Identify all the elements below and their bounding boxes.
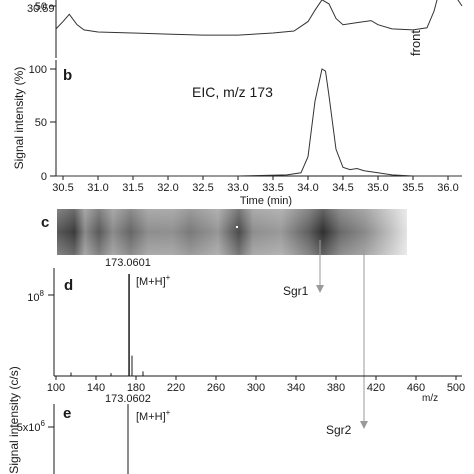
panel-d-xtick-label: 460 (407, 382, 425, 394)
panel-b-xtick-label: 30.5 (52, 182, 73, 194)
panel-d: 108 d 173.0601 [M+H]+ 100 140 180 220 260 300… (27, 257, 465, 404)
panel-b-x-ticks: 30.5 31.0 31.5 32.0 32.5 33.0 33.5 34.0 34.5 35.0… (52, 176, 459, 194)
panel-b-xtick-label: 35.0 (367, 182, 388, 194)
panel-b-xtick-label: 31.5 (122, 182, 143, 194)
panel-b: 100 50 0 b EIC, m/z 173 30.5 31.0 31.5 32.0… (29, 60, 462, 207)
panel-e-ion-label: [M+H]+ (136, 408, 171, 423)
panel-e-ytick-label: 5x106 (17, 419, 46, 434)
panel-b-ytick-label-50: 50 (35, 117, 47, 129)
panel-d-ytick-label: 108 (27, 289, 44, 304)
panel-c-letter: c (41, 214, 49, 231)
sgr1-label: Sgr1 (283, 284, 309, 298)
panel-d-x-ticks: 100 140 180 220 260 300 340 380 420 460 500 (47, 376, 465, 394)
panel-d-xtick-label: 100 (47, 382, 65, 394)
panel-d-xtick-label: 300 (247, 382, 265, 394)
panel-c: c (41, 209, 407, 255)
panel-a-trace (55, 0, 463, 36)
panel-d-xtick-label: 140 (87, 382, 105, 394)
gel-speck (236, 226, 238, 228)
panel-b-title: EIC, m/z 173 (192, 84, 273, 100)
panel-a: 50 30.59 front (27, 0, 463, 58)
panel-b-ytick-label-100: 100 (29, 64, 47, 76)
panel-b-xtick-label: 34.5 (332, 182, 353, 194)
panel-d-xtick-label: 260 (207, 382, 225, 394)
panel-d-letter: d (64, 277, 73, 294)
panel-d-xtick-label: 380 (327, 382, 345, 394)
panel-b-xtick-label: 31.0 (87, 182, 108, 194)
panel-d-xtick-label: 500 (447, 382, 465, 394)
sgr1-arrowhead (316, 285, 324, 293)
panel-d-peak-label: 173.0601 (105, 257, 151, 269)
ylabel-ms: Signal intensity (c/s) (7, 366, 21, 473)
panel-d-xtick-label: 180 (127, 382, 145, 394)
callouts: Sgr1 Sgr2 (283, 240, 368, 437)
panel-d-ion-label: [M+H]+ (136, 273, 171, 288)
panel-e-peak-label: 173.0602 (105, 393, 151, 405)
panel-d-xlabel: m/z (422, 393, 438, 404)
panel-b-xtick-label: 33.5 (262, 182, 283, 194)
panel-a-peak-label: 30.59 (27, 3, 55, 15)
panel-d-bars (70, 274, 144, 376)
panel-b-letter: b (63, 67, 72, 84)
panel-b-xtick-label: 32.0 (157, 182, 178, 194)
panel-b-ytick-label-0: 0 (41, 171, 47, 183)
panel-b-xtick-label: 32.5 (192, 182, 213, 194)
panel-a-front-label: front (408, 30, 423, 56)
sgr2-arrowhead (360, 421, 368, 429)
panel-a-ytick-label: 50 (35, 1, 47, 13)
panel-b-xtick-label: 34.0 (297, 182, 318, 194)
gel-image-shading (57, 209, 407, 255)
sgr2-label: Sgr2 (326, 423, 352, 437)
panel-e-letter: e (63, 405, 71, 422)
panel-b-xtick-label: 36.0 (437, 182, 458, 194)
panel-b-xlabel: Time (min) (240, 195, 292, 207)
panel-e: 5x106 e 173.0602 [M+H]+ (17, 393, 171, 474)
panel-b-trace (56, 68, 462, 177)
panel-d-xtick-label: 220 (167, 382, 185, 394)
panel-b-xtick-label: 33.0 (227, 182, 248, 194)
panel-b-xtick-label: 35.5 (402, 182, 423, 194)
panel-d-xtick-label: 420 (367, 382, 385, 394)
panel-d-xtick-label: 340 (287, 382, 305, 394)
ylabel-chromatogram: Signal intensity (%) (12, 67, 26, 170)
